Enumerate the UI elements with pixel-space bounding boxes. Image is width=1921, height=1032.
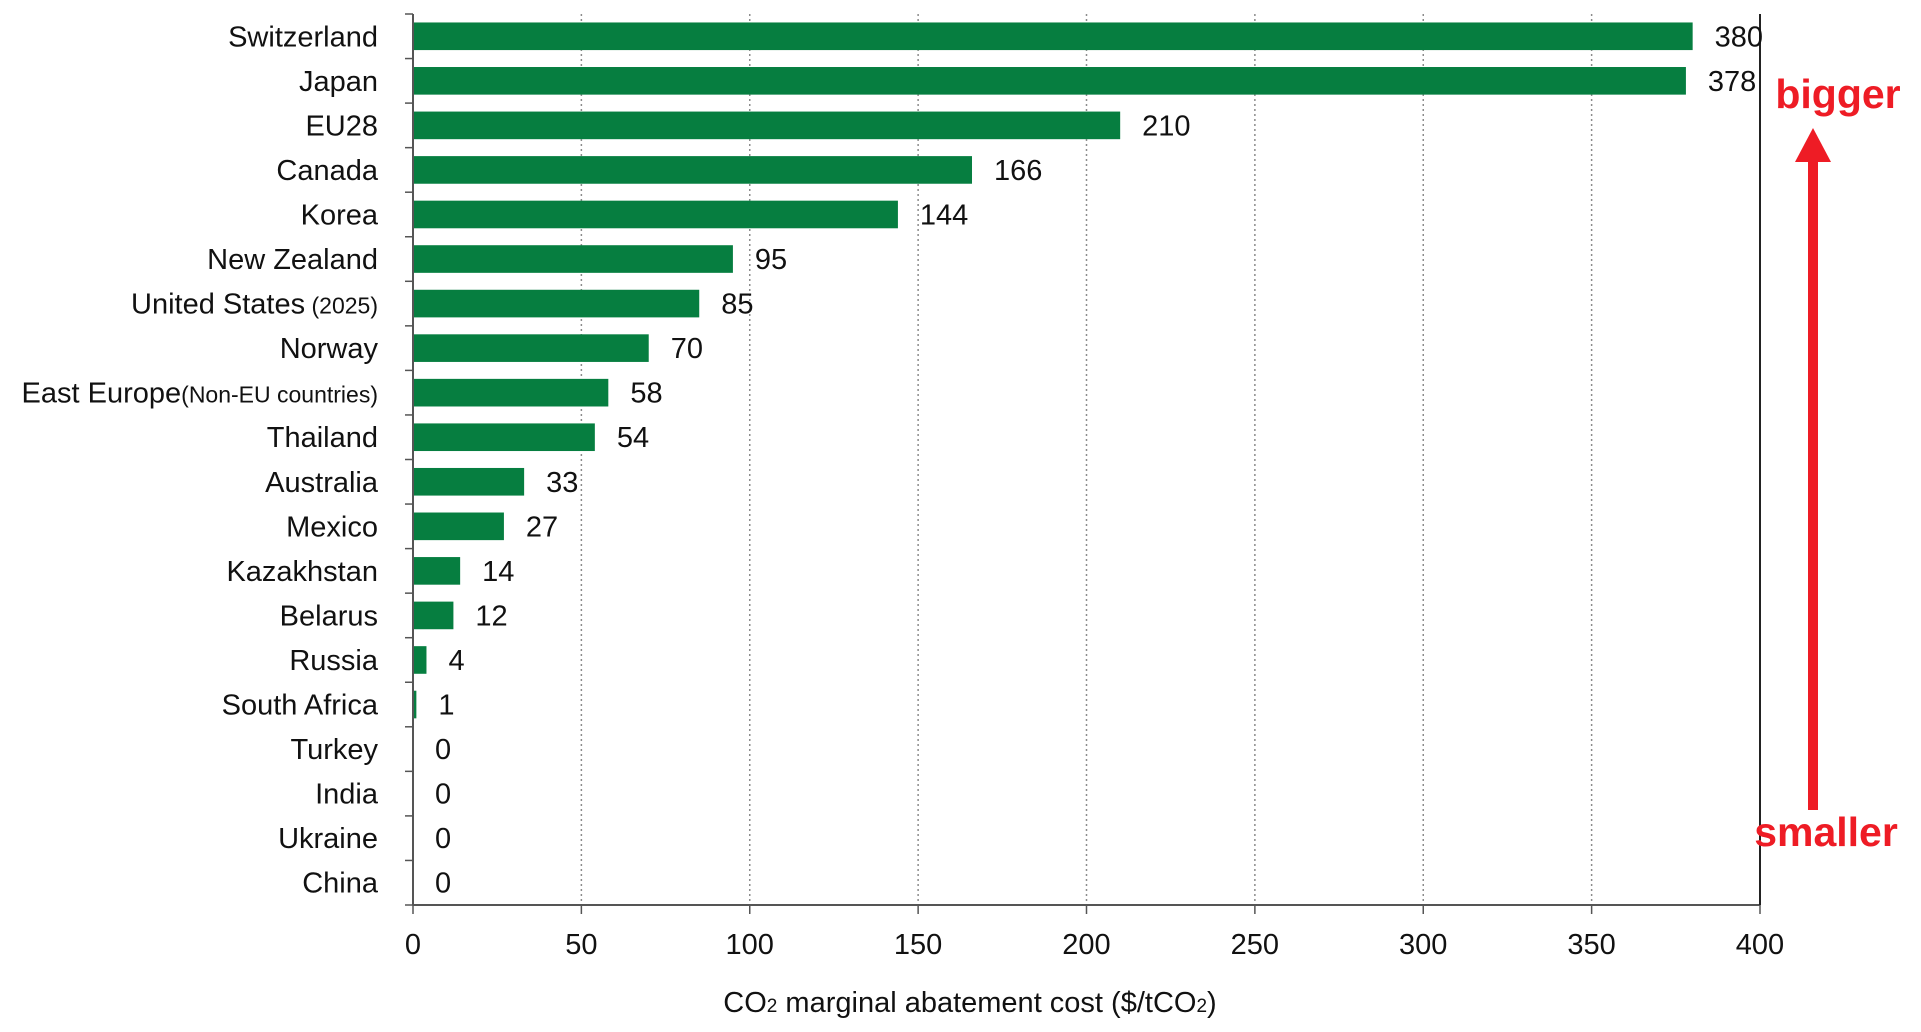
axes (405, 13, 1761, 914)
data-label-13: 12 (475, 600, 507, 632)
bar-8 (413, 378, 609, 407)
x-tick-label-300: 300 (1399, 929, 1447, 961)
bar-6 (413, 289, 700, 318)
bar-14 (413, 646, 427, 674)
bar-2 (413, 111, 1121, 140)
y-tick-label-18: Ukraine (278, 823, 378, 855)
bar-11 (413, 512, 504, 541)
y-tick-label-3: Canada (276, 155, 378, 187)
arrow-up-icon (1795, 128, 1831, 162)
data-label-16: 0 (435, 734, 451, 766)
data-label-3: 166 (994, 155, 1042, 187)
y-tick-label-1: Japan (299, 66, 378, 98)
x-tick-label-150: 150 (894, 929, 942, 961)
y-tick-label-16: Turkey (290, 734, 378, 766)
x-tick-label-250: 250 (1231, 929, 1279, 961)
x-tick-label-100: 100 (726, 929, 774, 961)
data-label-9: 54 (617, 422, 649, 454)
y-tick-label-5: New Zealand (207, 244, 378, 276)
x-axis-tick-labels: 0 50 100 150 200 250 300 350 400 (405, 929, 1784, 961)
data-label-6: 85 (721, 289, 753, 321)
gridlines (580, 14, 1593, 905)
y-tick-label-2: EU28 (305, 110, 378, 142)
bar-10 (413, 467, 525, 496)
data-label-8: 58 (630, 378, 662, 410)
bar-7 (413, 334, 649, 362)
bars (413, 22, 1693, 719)
data-label-5: 95 (755, 244, 787, 276)
bar-13 (413, 601, 454, 630)
bar-1 (413, 67, 1686, 95)
y-tick-label-9: Thailand (267, 422, 378, 454)
data-label-18: 0 (435, 823, 451, 855)
data-label-0: 380 (1715, 21, 1763, 53)
y-tick-label-8: East Europe(Non-EU countries) (22, 378, 378, 410)
data-label-10: 33 (546, 467, 578, 499)
y-tick-label-14: Russia (289, 645, 379, 677)
y-tick-label-0: Switzerland (228, 21, 378, 53)
y-tick-label-11: Mexico (286, 511, 378, 543)
smaller-label: smaller (1754, 809, 1898, 855)
y-tick-label-7: Norway (280, 333, 379, 365)
data-label-1: 378 (1708, 66, 1756, 98)
data-label-2: 210 (1142, 110, 1190, 142)
data-label-19: 0 (435, 868, 451, 900)
y-axis-labels: Switzerland Japan EU28 Canada Korea New Zeala… (22, 21, 379, 899)
data-label-15: 1 (438, 690, 454, 722)
bar-15 (413, 690, 417, 719)
x-tick-label-350: 350 (1567, 929, 1615, 961)
data-label-11: 27 (526, 511, 558, 543)
data-label-14: 4 (448, 645, 464, 677)
y-tick-label-10: Australia (265, 467, 379, 499)
direction-annotation: bigger smaller (1754, 71, 1900, 855)
bar-9 (413, 423, 595, 452)
bar-5 (413, 245, 733, 273)
data-label-12: 14 (482, 556, 514, 588)
x-tick-label-400: 400 (1736, 929, 1784, 961)
bar-0 (413, 22, 1693, 51)
x-tick-label-50: 50 (565, 929, 597, 961)
x-tick-label-200: 200 (1062, 929, 1110, 961)
bar-4 (413, 200, 898, 229)
bar-3 (413, 156, 973, 184)
bar-12 (413, 557, 461, 585)
y-tick-label-4: Korea (301, 199, 379, 231)
data-label-17: 0 (435, 779, 451, 811)
data-label-7: 70 (671, 333, 703, 365)
y-tick-label-13: Belarus (280, 600, 378, 632)
y-tick-label-12: Kazakhstan (226, 556, 378, 588)
x-tick-label-0: 0 (405, 929, 421, 961)
bigger-label: bigger (1775, 71, 1900, 117)
data-label-4: 144 (920, 199, 968, 231)
x-axis-label: CO2 marginal abatement cost ($/tCO2) (723, 987, 1216, 1019)
y-tick-label-15: South Africa (222, 690, 379, 722)
y-tick-label-6: United States (2025) (131, 289, 378, 321)
y-tick-label-19: China (302, 868, 379, 900)
y-tick-label-17: India (315, 779, 379, 811)
